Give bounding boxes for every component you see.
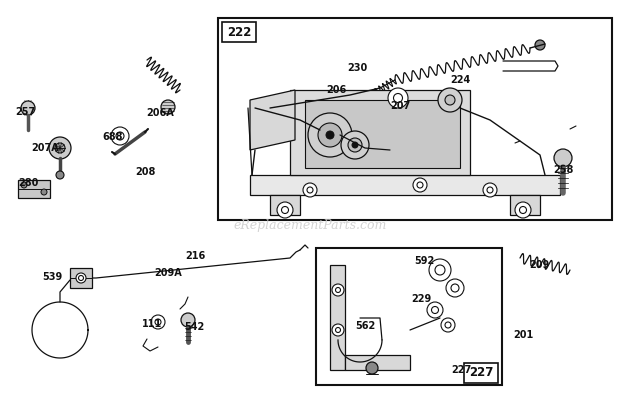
Polygon shape — [330, 265, 345, 370]
Circle shape — [181, 313, 195, 327]
Circle shape — [451, 284, 459, 292]
Text: 280: 280 — [18, 178, 38, 188]
Text: 257: 257 — [15, 107, 35, 117]
Circle shape — [151, 315, 165, 329]
Text: 224: 224 — [450, 75, 470, 85]
Circle shape — [161, 100, 175, 114]
Circle shape — [335, 288, 340, 292]
Circle shape — [429, 259, 451, 281]
Circle shape — [111, 127, 129, 145]
Polygon shape — [290, 90, 470, 175]
Circle shape — [515, 202, 531, 218]
Polygon shape — [345, 355, 410, 370]
Circle shape — [56, 171, 64, 179]
Text: 230: 230 — [347, 63, 367, 73]
Text: 206A: 206A — [146, 108, 174, 118]
Circle shape — [427, 302, 443, 318]
Text: 208: 208 — [135, 167, 155, 177]
Polygon shape — [510, 195, 540, 215]
Circle shape — [308, 113, 352, 157]
Circle shape — [341, 131, 369, 159]
Circle shape — [332, 324, 344, 336]
Text: 688: 688 — [103, 132, 123, 142]
Circle shape — [483, 183, 497, 197]
Circle shape — [116, 132, 124, 140]
Circle shape — [41, 189, 47, 195]
Circle shape — [438, 88, 462, 112]
Bar — [464, 363, 498, 383]
Circle shape — [487, 187, 493, 193]
Text: 539: 539 — [42, 272, 62, 282]
Polygon shape — [305, 100, 460, 168]
Text: 227: 227 — [469, 367, 493, 379]
Circle shape — [417, 182, 423, 188]
Circle shape — [307, 187, 313, 193]
Circle shape — [79, 275, 84, 280]
Circle shape — [445, 322, 451, 328]
Text: 111: 111 — [142, 319, 162, 329]
Circle shape — [21, 182, 27, 188]
Text: 209A: 209A — [154, 268, 182, 278]
Polygon shape — [270, 195, 300, 215]
Text: 542: 542 — [184, 322, 204, 332]
Bar — [316, 248, 502, 385]
Circle shape — [76, 273, 86, 283]
Polygon shape — [250, 90, 295, 150]
Text: 206: 206 — [326, 85, 346, 95]
Polygon shape — [250, 175, 560, 195]
Text: eReplacementParts.com: eReplacementParts.com — [233, 219, 387, 231]
Circle shape — [332, 284, 344, 296]
Polygon shape — [70, 268, 92, 288]
Text: 209: 209 — [529, 260, 549, 270]
Circle shape — [303, 183, 317, 197]
Bar — [218, 18, 612, 220]
Text: 222: 222 — [227, 26, 251, 38]
Bar — [222, 22, 256, 42]
Circle shape — [318, 123, 342, 147]
Circle shape — [432, 306, 438, 314]
Text: 207: 207 — [390, 101, 410, 111]
Circle shape — [55, 143, 65, 153]
Circle shape — [435, 265, 445, 275]
Text: 201: 201 — [513, 330, 533, 340]
Circle shape — [388, 88, 408, 108]
Circle shape — [445, 95, 455, 105]
Circle shape — [49, 137, 71, 159]
Circle shape — [155, 319, 161, 325]
Text: 229: 229 — [411, 294, 431, 304]
Circle shape — [554, 149, 572, 167]
Text: 227: 227 — [451, 365, 471, 375]
Text: 207A: 207A — [31, 143, 59, 153]
Circle shape — [21, 101, 35, 115]
Circle shape — [348, 138, 362, 152]
Circle shape — [446, 279, 464, 297]
Text: 562: 562 — [355, 321, 375, 331]
Circle shape — [441, 318, 455, 332]
Circle shape — [366, 362, 378, 374]
Circle shape — [352, 142, 358, 148]
Circle shape — [277, 202, 293, 218]
Text: 258: 258 — [553, 165, 573, 175]
Circle shape — [281, 207, 288, 213]
Circle shape — [520, 207, 526, 213]
Polygon shape — [18, 180, 50, 198]
Circle shape — [535, 40, 545, 50]
Circle shape — [394, 93, 402, 103]
Circle shape — [326, 131, 334, 139]
Text: 216: 216 — [185, 251, 205, 261]
Circle shape — [413, 178, 427, 192]
Circle shape — [335, 328, 340, 332]
Text: 592: 592 — [414, 256, 434, 266]
